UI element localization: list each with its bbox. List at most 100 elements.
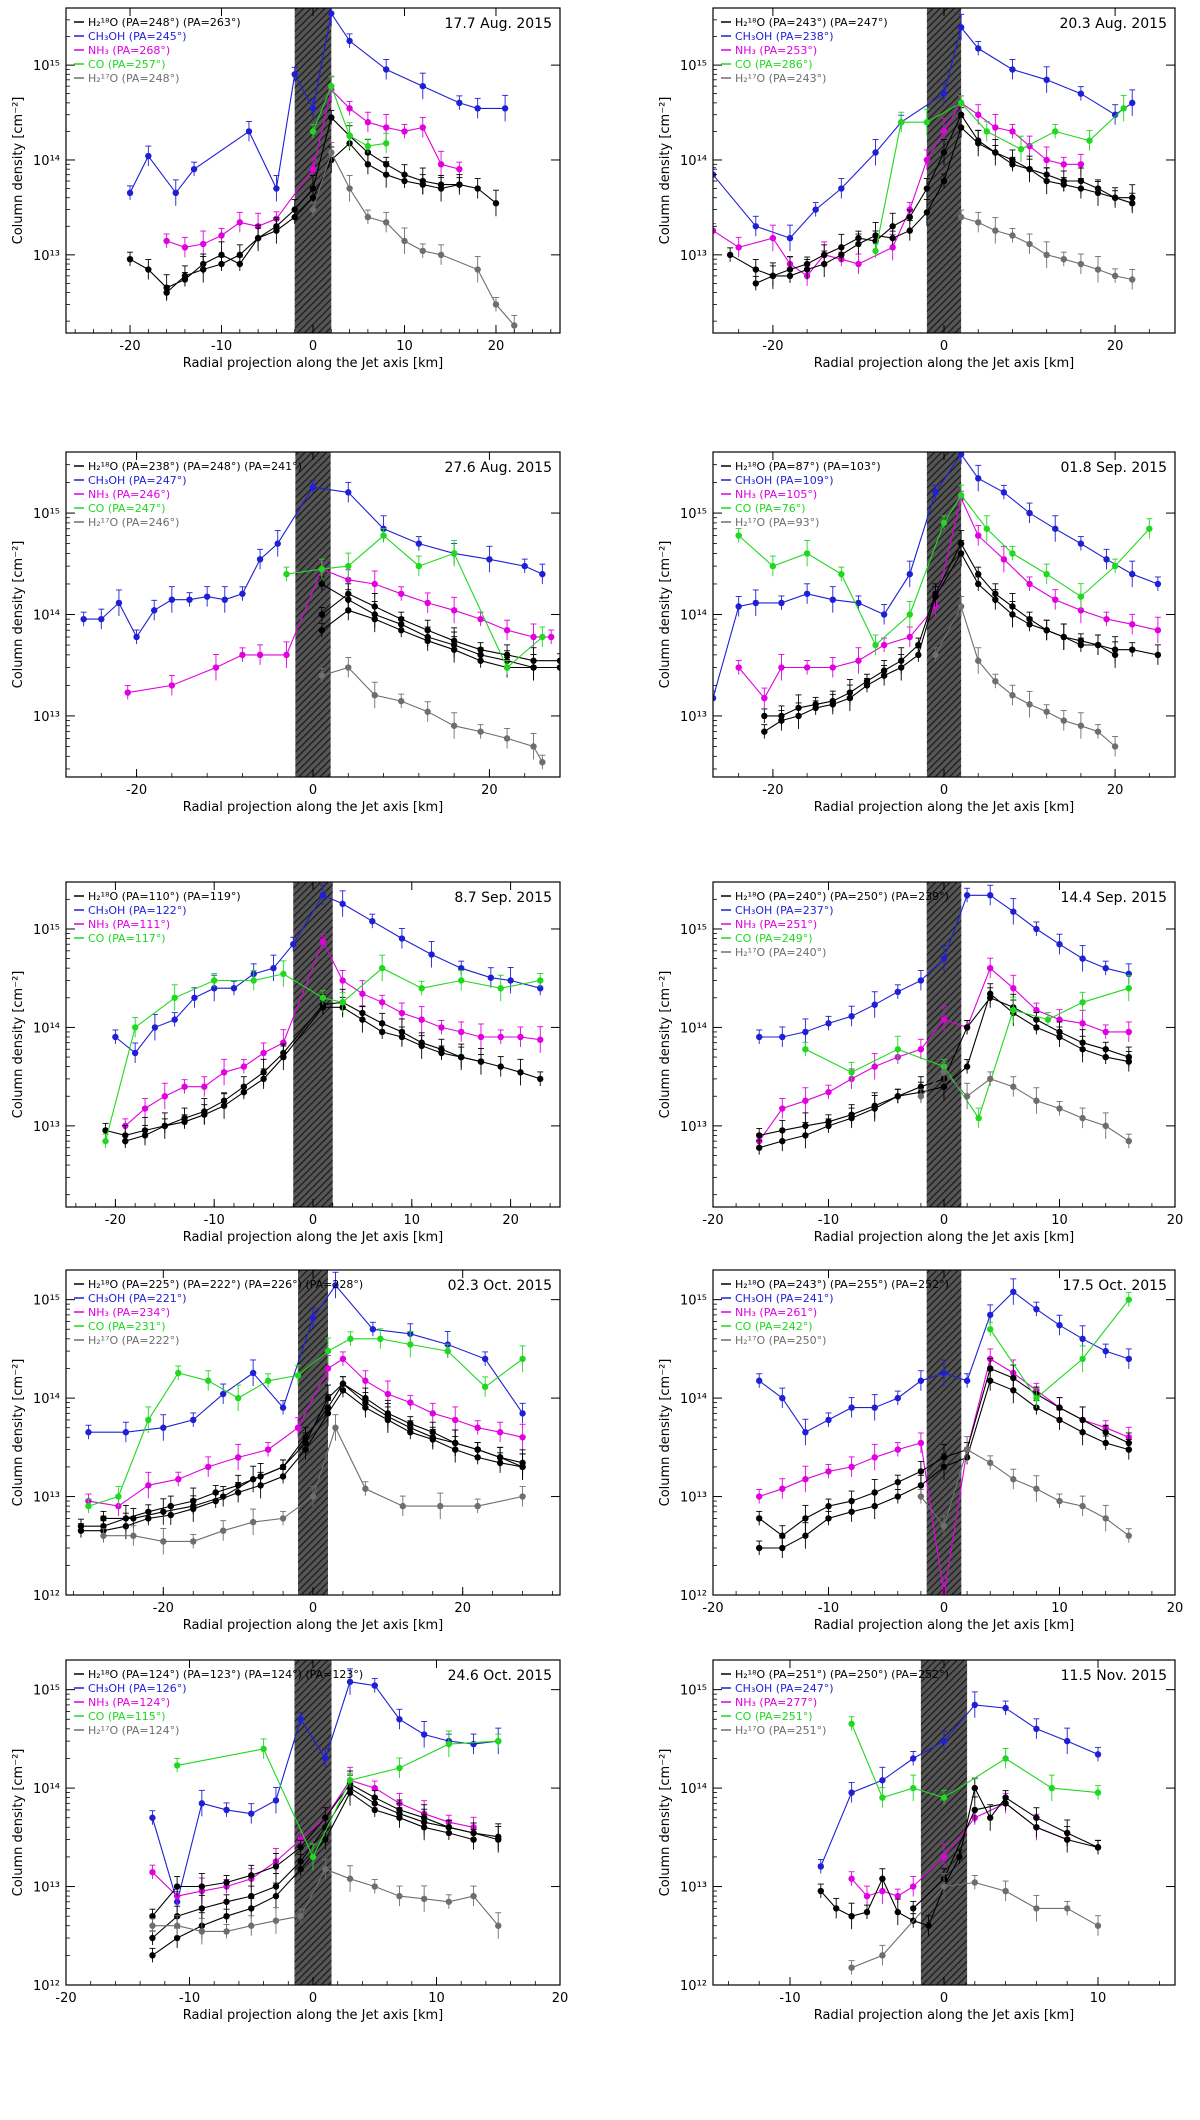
data-point-CH3OH	[322, 1755, 329, 1762]
legend-label-NH3: NH₃ (PA=234°)	[88, 1306, 170, 1319]
legend-label-NH3: NH₃ (PA=246°)	[88, 488, 170, 501]
series-line-H2_17O	[321, 666, 543, 763]
data-point-CH3OH	[779, 1033, 786, 1041]
data-point-H2_17O	[190, 1538, 197, 1545]
x-tick-label: 20	[1167, 1601, 1184, 1616]
data-point-H2_18O	[145, 1515, 152, 1522]
data-point-CH3OH	[872, 149, 879, 156]
y-axis-label: Column density [cm⁻²]	[658, 1749, 673, 1897]
data-point-CH3OH	[987, 892, 994, 899]
data-point-H2_18O	[1033, 1016, 1040, 1023]
y-tick-label: 10¹³	[680, 249, 707, 264]
data-point-H2_18O	[1111, 651, 1119, 659]
data-point-H2_18O	[923, 209, 931, 216]
data-point-H2_18O	[987, 1814, 994, 1821]
nucleus-hatch	[926, 882, 962, 1207]
panel-1: -20 -10 0 10 20 10¹³ 10¹⁴ 10¹⁵ Radial projection…	[11, 7, 561, 371]
data-point-H2_18O	[987, 1365, 994, 1372]
data-point-CH3OH	[1077, 90, 1085, 97]
data-point-NH3	[530, 633, 537, 641]
data-point-H2_17O	[1060, 255, 1067, 263]
series-group	[756, 884, 1133, 1155]
legend-label-CH3OH: CH₃OH (PA=122°)	[88, 904, 187, 917]
data-point-CO	[318, 565, 326, 573]
x-tick-label: 0	[309, 783, 317, 798]
data-point-NH3	[779, 1105, 786, 1112]
data-point-H2_18O	[1077, 185, 1085, 192]
x-tick-label: -20	[126, 783, 147, 798]
data-point-H2_18O	[126, 255, 134, 263]
data-point-CH3OH	[219, 1390, 227, 1398]
data-point-CH3OH	[917, 1377, 925, 1384]
data-point-CH3OH	[369, 1326, 377, 1333]
data-point-H2_18O	[1102, 1046, 1109, 1053]
data-point-NH3	[346, 105, 353, 112]
x-tick-label: 10	[396, 339, 413, 354]
data-point-H2_18O	[1056, 1404, 1063, 1411]
data-point-H2_18O	[517, 1069, 524, 1076]
data-point-CH3OH	[274, 540, 281, 547]
data-point-H2_17O	[346, 1875, 354, 1882]
data-point-H2_17O	[1043, 251, 1050, 259]
data-point-H2_18O	[975, 137, 982, 144]
data-point-CH3OH	[812, 206, 819, 213]
data-point-NH3	[547, 633, 555, 641]
data-point-NH3	[201, 1083, 208, 1090]
data-point-CH3OH	[339, 900, 346, 908]
data-point-CO	[503, 664, 511, 671]
data-point-NH3	[212, 664, 220, 671]
data-point-H2_17O	[450, 722, 458, 729]
data-point-H2_18O	[871, 1102, 878, 1109]
data-point-NH3	[324, 1365, 332, 1372]
data-point-CO	[769, 562, 777, 570]
data-point-H2_18O	[160, 1508, 167, 1515]
data-point-CO	[115, 1493, 122, 1500]
data-point-CO	[260, 1745, 267, 1753]
data-point-H2_18O	[957, 124, 965, 131]
legend-label-H2_18O: H₂¹⁸O (PA=87°) (PA=103°)	[735, 460, 881, 473]
data-point-H2_18O	[894, 1493, 901, 1500]
legend-label-H2_17O: H₂¹⁷O (PA=124°)	[88, 1724, 179, 1737]
panel-6: -20 -10 0 10 20 10¹³ 10¹⁴ 10¹⁵ Radial projection…	[658, 881, 1183, 1245]
data-point-H2_17O	[848, 1964, 855, 1971]
data-point-CO	[1111, 562, 1119, 570]
data-point-CO	[1052, 128, 1059, 135]
x-tick-label: 10	[1051, 1213, 1068, 1228]
data-point-H2_18O	[1043, 627, 1050, 634]
data-point-CO	[894, 1046, 901, 1053]
data-point-H2_17O	[345, 664, 352, 671]
data-point-H2_18O	[328, 114, 335, 121]
data-point-CH3OH	[248, 1810, 255, 1817]
data-point-NH3	[879, 1887, 886, 1895]
data-point-H2_18O	[163, 289, 170, 296]
data-point-CH3OH	[98, 615, 105, 623]
data-point-CH3OH	[838, 185, 845, 192]
data-point-H2_18O	[477, 646, 484, 653]
data-point-H2_18O	[297, 1858, 304, 1865]
data-point-CH3OH	[1094, 1751, 1102, 1758]
data-point-H2_18O	[957, 540, 965, 547]
data-point-NH3	[260, 1049, 267, 1057]
x-tick-label: 0	[940, 783, 948, 798]
data-point-H2_17O	[917, 1093, 925, 1100]
data-point-H2_17O	[371, 692, 378, 699]
data-point-H2_18O	[779, 1137, 786, 1145]
x-axis-label: Radial projection along the Jet axis [km…	[814, 1618, 1075, 1633]
data-point-CO	[280, 970, 287, 978]
legend-label-CO: CO (PA=76°)	[735, 502, 806, 515]
legend-label-H2_17O: H₂¹⁷O (PA=246°)	[88, 516, 179, 529]
data-point-H2_18O	[458, 1053, 465, 1061]
y-tick-label: 10¹⁵	[680, 1294, 707, 1309]
data-point-NH3	[769, 234, 777, 242]
data-point-CH3OH	[131, 1049, 139, 1057]
y-axis-label: Column density [cm⁻²]	[658, 1359, 673, 1507]
x-tick-label: 10	[428, 1991, 445, 2006]
panel-title: 24.6 Oct. 2015	[448, 1668, 552, 1684]
series-line-H2_18O	[103, 1382, 523, 1519]
data-point-H2_17O	[1060, 717, 1067, 724]
data-point-NH3	[906, 206, 913, 213]
data-point-H2_18O	[77, 1527, 85, 1534]
data-point-CH3OH	[1033, 1305, 1040, 1313]
data-point-H2_17O	[328, 149, 335, 156]
